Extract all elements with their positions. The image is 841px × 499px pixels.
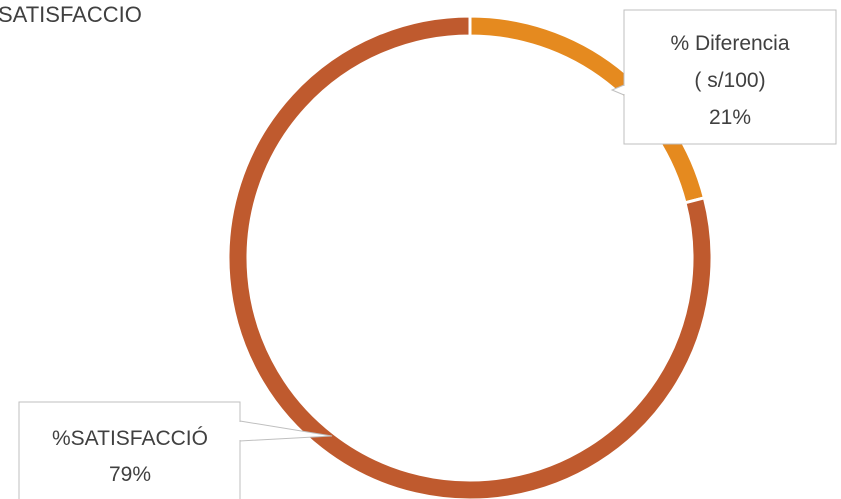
callout-diferencia-value: 21% <box>709 106 751 129</box>
callout-satisfaccio: %SATISFACCIÓ 79% <box>18 401 333 499</box>
callout-satisfaccio-value: 79% <box>109 463 151 486</box>
callout-satisfaccio-box <box>18 401 241 499</box>
chart-title: SATISFACCIO <box>0 2 142 27</box>
doughnut-slice-1 <box>226 14 714 499</box>
callout-diferencia-label-line2: ( s/100) <box>694 69 765 92</box>
callout-satisfaccio-label: %SATISFACCIÓ <box>52 427 208 450</box>
callout-diferencia-box <box>623 9 837 145</box>
callout-diferencia: % Diferencia ( s/100) 21% <box>610 9 837 145</box>
callout-diferencia-label-line1: % Diferencia <box>670 32 789 55</box>
